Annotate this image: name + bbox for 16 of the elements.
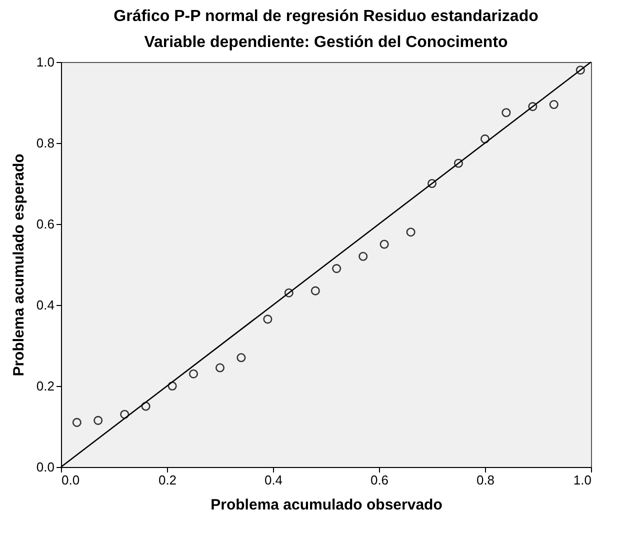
x-tick-label: 0.8 [476, 472, 495, 488]
x-tick-label: 0.2 [158, 472, 177, 488]
x-tick-label: 0.0 [62, 472, 80, 488]
y-axis-title: Problema acumulado esperado [10, 154, 28, 376]
y-tick-label: 0.6 [36, 216, 54, 232]
x-axis-title: Problema acumulado observado [210, 496, 442, 514]
y-tick-label: 0.4 [36, 298, 54, 312]
x-tick-label: 1.0 [573, 472, 592, 488]
y-tick-label: 0.2 [36, 378, 54, 394]
y-tick-label: 1.0 [36, 54, 54, 70]
x-tick-label: 0.4 [264, 472, 283, 488]
chart-title: Gráfico P-P normal de regresión Residuo estandarizado [114, 8, 539, 25]
chart-subtitle: Variable dependiente: Gestión del Conocimento [144, 34, 508, 51]
y-tick-label: 0.0 [36, 460, 54, 474]
y-tick-label: 0.8 [36, 136, 54, 150]
x-tick-label: 0.6 [370, 472, 389, 488]
